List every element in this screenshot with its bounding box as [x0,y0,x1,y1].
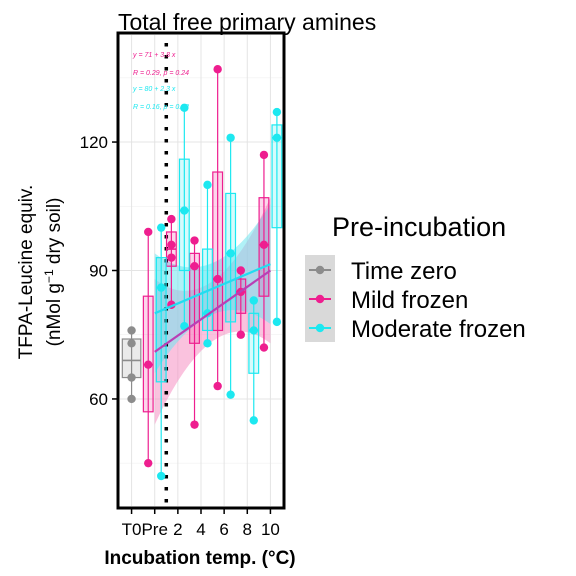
y-axis-label-unit-post: dry soil) [44,198,65,270]
data-point [236,266,246,275]
data-point [259,343,269,352]
box-body [142,295,154,413]
y-tick-label: 120 [80,133,108,152]
data-point [249,416,258,425]
data-point [127,326,136,335]
legend-label: Moderate frozen [351,316,526,343]
data-point [144,360,153,369]
data-point [236,330,246,339]
regression-annotation: y = 71 + 3.8 x [132,52,176,59]
data-point [167,253,176,262]
data-point [190,262,199,271]
box-body [235,278,247,314]
y-axis-label-unit-pre: (nMol g [44,283,65,346]
data-point [213,381,222,391]
legend-label: Mild frozen [351,287,468,314]
data-point [127,394,136,404]
legend-key-point [315,294,325,304]
data-point [144,227,153,237]
y-axis-label-line2: (nMol g−1 dry soil) [42,198,65,347]
x-tick-label: 8 [243,520,252,539]
data-point [127,373,136,382]
y-tick-label: 90 [89,262,108,281]
y-tick-label: 60 [89,390,108,409]
x-tick-label: T0 [122,520,142,539]
data-point [180,103,189,112]
x-axis: T0 Pre 2 4 6 8 10 [122,508,280,539]
data-point [190,236,199,245]
x-tick-label: 4 [196,520,205,539]
data-point [156,283,166,292]
chart-title: Total free primary amines [118,9,376,35]
data-point [156,223,166,232]
data-point [127,339,136,348]
data-point [203,180,212,190]
data-point [259,150,269,160]
data-point [259,240,269,250]
data-point [226,390,235,399]
x-tick-label: 10 [261,520,280,539]
data-point [272,317,282,327]
data-point [249,296,258,305]
x-axis-label: Incubation temp. (°C) [104,548,295,569]
data-point [203,339,212,348]
plot-area: y = 71 + 3.8 x R = 0.29, p = 0.24 y = 80 +… [121,43,283,504]
data-point [144,458,153,468]
regression-annotation: y = 80 + 2.3 x [132,86,176,93]
regression-annotation: R = 0.29, p = 0.24 [133,70,189,77]
regression-annotation: R = 0.16, p = 0.52 [133,104,189,111]
data-point [180,206,189,215]
box-body [155,257,167,383]
y-axis-label-line1: TFPA-Leucine equiv. [16,185,37,360]
data-point [226,249,235,258]
x-tick-label: 2 [173,520,182,539]
data-point [167,214,176,224]
mild-frozen-fit-line [154,269,272,353]
data-point [213,274,222,284]
moderate-frozen-fit-line [154,263,271,315]
data-point [190,420,199,429]
data-point [156,471,166,481]
data-point [226,133,235,142]
box-body [225,192,237,323]
legend-key-point [315,265,325,275]
box-body [178,158,190,272]
data-point [272,107,282,117]
box-body [248,312,260,374]
y-axis-label-unit-exponent: −1 [42,269,56,283]
x-tick-label: Pre [141,520,167,539]
data-point [272,133,282,142]
x-tick-label: 6 [219,520,228,539]
box-body [271,124,283,229]
legend-label: Time zero [351,258,457,285]
legend-key-point [315,323,325,333]
data-point [249,326,258,335]
data-point [167,240,176,250]
data-point [213,65,222,74]
legend-title: Pre-incubation [332,212,506,242]
y-axis: 60 90 120 [80,133,118,409]
